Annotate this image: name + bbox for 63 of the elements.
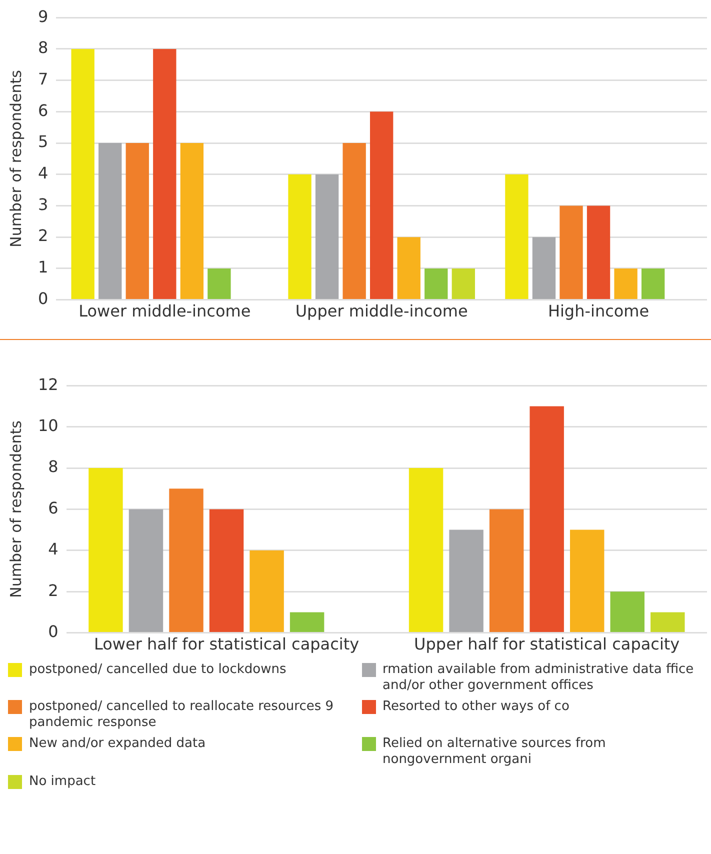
y-tick-label: 0 <box>48 622 58 641</box>
bar <box>452 268 475 300</box>
bar <box>408 468 444 632</box>
x-tick-label: Lower middle-income <box>78 302 251 321</box>
bar <box>128 509 164 632</box>
bar <box>208 268 231 300</box>
bar <box>180 143 204 300</box>
x-tick-label: Upper middle-income <box>295 302 468 321</box>
legend-label: New and/or expanded data <box>29 736 206 752</box>
bar <box>610 592 644 632</box>
bar <box>560 206 583 300</box>
y-tick-label: 6 <box>38 100 48 120</box>
y-tick-label: 4 <box>48 540 58 559</box>
x-tick-label: High-income <box>548 302 650 321</box>
bar <box>315 174 339 300</box>
y-tick-label: 2 <box>48 580 58 600</box>
y-tick-label: 5 <box>38 132 48 152</box>
bar <box>641 268 665 300</box>
x-tick-label: Upper half for statistical capacity <box>414 634 680 654</box>
bar <box>126 143 149 300</box>
y-tick-label: 8 <box>38 38 48 58</box>
bar <box>169 488 204 632</box>
bar <box>586 206 610 300</box>
bar <box>153 48 176 300</box>
bar <box>71 48 94 300</box>
bar <box>370 112 394 300</box>
bar <box>209 509 244 632</box>
bar <box>505 174 528 300</box>
x-tick-label: Lower half for statistical capacity <box>94 634 360 654</box>
y-tick-label: 7 <box>38 69 48 88</box>
y-tick-label: 9 <box>38 6 48 26</box>
y-tick-label: 3 <box>38 194 48 214</box>
y-tick-label: 1 <box>38 258 48 277</box>
bar <box>290 612 324 632</box>
legend-label: postponed/ cancelled to reallocate resources 9 pandemic response <box>29 699 335 730</box>
bar <box>489 509 524 632</box>
legend-label: Resorted to other ways of co <box>382 699 570 715</box>
legend-label: Relied on alternative sources from nongovernment organi <box>382 736 607 768</box>
bar <box>614 268 638 300</box>
y-tick-label: 10 <box>38 416 58 435</box>
y-tick-label: 8 <box>48 457 58 476</box>
bar <box>288 174 312 300</box>
bar <box>650 612 685 632</box>
y-tick-label: 0 <box>38 288 48 308</box>
bar <box>342 143 366 300</box>
bar <box>98 143 122 300</box>
bar <box>397 237 420 300</box>
y-tick-label: 4 <box>38 164 48 183</box>
bar <box>570 530 604 632</box>
y-tick-label: 12 <box>38 374 58 394</box>
y-axis-title: Number of respondents <box>6 70 25 248</box>
bar <box>88 468 123 632</box>
legend-label: postponed/ cancelled due to lockdowns <box>29 662 286 678</box>
bar <box>530 406 564 632</box>
y-axis-title: Number of respondents <box>6 420 25 598</box>
bar <box>449 530 484 632</box>
y-tick-label: 2 <box>38 226 48 246</box>
bar <box>250 550 284 632</box>
y-tick-label: 6 <box>48 498 58 518</box>
legend-label: rmation available from administrative data ffice and/or other government offices <box>382 662 695 694</box>
bar <box>424 268 448 300</box>
legend-label: No impact <box>29 774 96 790</box>
bar <box>532 237 556 300</box>
